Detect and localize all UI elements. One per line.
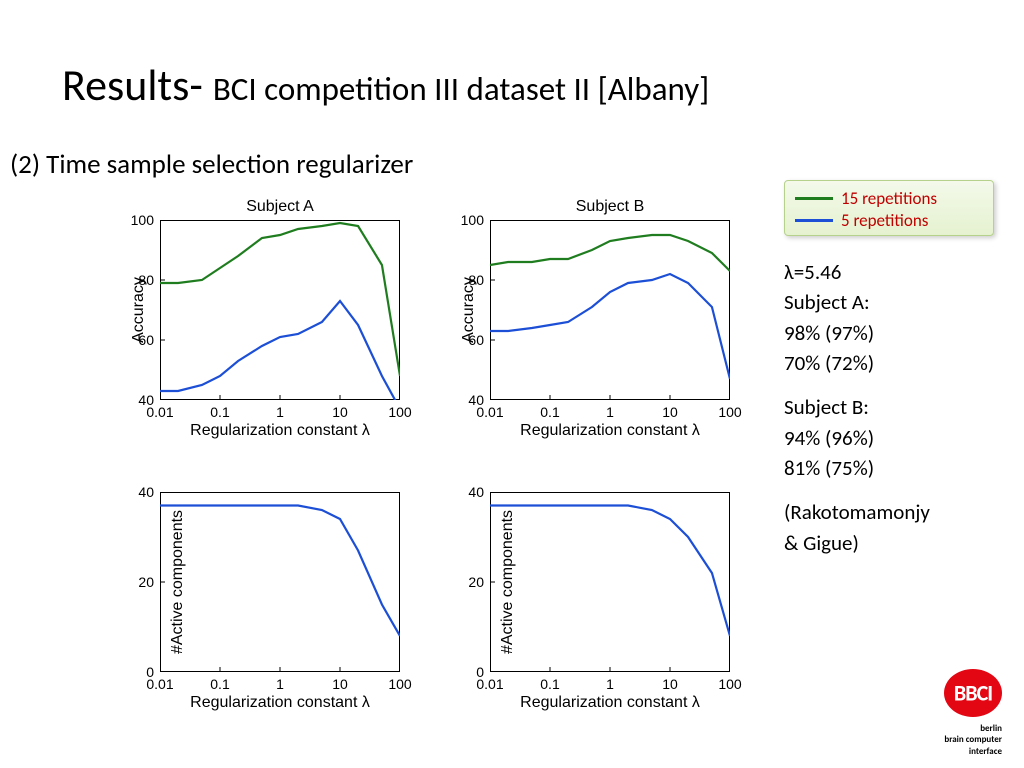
ylabel-active-b: #Active components <box>499 510 517 654</box>
logo-text: BBCI <box>954 679 992 706</box>
x-tick-label: 100 <box>388 676 411 692</box>
data-line <box>160 301 400 400</box>
data-line <box>490 235 730 271</box>
chart-title-b: Subject B <box>490 198 730 216</box>
legend-label-15: 15 repetitions <box>841 188 937 209</box>
x-tick-label: 0.1 <box>540 676 559 692</box>
reference-line2: & Gigue) <box>784 529 994 557</box>
legend-item-5: 5 repetitions <box>795 209 983 231</box>
reference-line1: (Rakotomamonjy <box>784 498 994 526</box>
xlabel-b1: Regularization constant λ <box>490 422 730 440</box>
subject-b-header: Subject B: <box>784 393 994 421</box>
y-tick-label: 40 <box>138 392 154 408</box>
x-tick-label: 100 <box>388 404 411 420</box>
y-tick-label: 40 <box>138 484 154 500</box>
ylabel-active-a: #Active components <box>169 510 187 654</box>
chart-subject-a-active: #Active components Regularization consta… <box>160 492 400 672</box>
subject-a-line1: 98% (97%) <box>784 319 994 347</box>
data-line <box>490 506 730 637</box>
y-tick-label: 100 <box>131 212 154 228</box>
y-tick-label: 60 <box>468 332 484 348</box>
legend: 15 repetitions 5 repetitions <box>784 180 994 236</box>
x-tick-label: 10 <box>662 404 678 420</box>
chart-svg <box>160 492 400 672</box>
subtitle: (2) Time sample selection regularizer <box>10 148 413 181</box>
logo-sub3: interface <box>944 747 1002 756</box>
x-tick-label: 10 <box>332 404 348 420</box>
title-main: Results- <box>62 58 213 112</box>
y-tick-label: 0 <box>476 664 484 680</box>
x-tick-label: 1 <box>276 404 284 420</box>
x-tick-label: 1 <box>606 676 614 692</box>
y-tick-label: 20 <box>138 574 154 590</box>
chart-subject-b-accuracy: Subject B Accuracy Regularization consta… <box>490 220 730 400</box>
xlabel-a1: Regularization constant λ <box>160 422 400 440</box>
y-tick-label: 40 <box>468 392 484 408</box>
logo-sub2: brain computer <box>944 735 1002 744</box>
y-tick-label: 80 <box>138 272 154 288</box>
subject-b-line2: 81% (75%) <box>784 454 994 482</box>
logo-sub1: berlin <box>944 724 1002 733</box>
xlabel-a2: Regularization constant λ <box>160 694 400 712</box>
legend-swatch-blue <box>795 219 833 222</box>
y-tick-label: 0 <box>146 664 154 680</box>
data-line <box>160 223 400 376</box>
chart-title-a: Subject A <box>160 198 400 216</box>
x-tick-label: 1 <box>606 404 614 420</box>
data-line <box>490 274 730 379</box>
bbci-logo: BBCI berlin brain computer interface <box>944 669 1002 756</box>
x-tick-label: 1 <box>276 676 284 692</box>
y-tick-label: 40 <box>468 484 484 500</box>
title-sub: BCI competition III dataset II [Albany] <box>213 69 709 109</box>
legend-item-15: 15 repetitions <box>795 187 983 209</box>
x-tick-label: 0.1 <box>210 676 229 692</box>
y-tick-label: 100 <box>461 212 484 228</box>
chart-svg <box>490 220 730 400</box>
chart-svg <box>490 492 730 672</box>
x-tick-label: 100 <box>718 676 741 692</box>
slide-title: Results- BCI competition III dataset II … <box>62 58 709 112</box>
y-tick-label: 60 <box>138 332 154 348</box>
chart-svg <box>160 220 400 400</box>
y-tick-label: 20 <box>468 574 484 590</box>
logo-circle-icon: BBCI <box>944 669 1002 717</box>
subject-a-line2: 70% (72%) <box>784 349 994 377</box>
xlabel-b2: Regularization constant λ <box>490 694 730 712</box>
data-line <box>160 506 400 637</box>
info-block: λ=5.46 Subject A: 98% (97%) 70% (72%) Su… <box>784 258 994 559</box>
legend-swatch-green <box>795 197 833 200</box>
charts-grid: Subject A Accuracy Regularization consta… <box>100 195 760 735</box>
x-tick-label: 0.1 <box>210 404 229 420</box>
legend-label-5: 5 repetitions <box>841 210 928 231</box>
subject-a-header: Subject A: <box>784 288 994 316</box>
x-tick-label: 10 <box>332 676 348 692</box>
x-tick-label: 100 <box>718 404 741 420</box>
chart-subject-b-active: #Active components Regularization consta… <box>490 492 730 672</box>
x-tick-label: 0.1 <box>540 404 559 420</box>
lambda-value: λ=5.46 <box>784 258 994 286</box>
y-tick-label: 80 <box>468 272 484 288</box>
chart-subject-a-accuracy: Subject A Accuracy Regularization consta… <box>160 220 400 400</box>
subject-b-line1: 94% (96%) <box>784 424 994 452</box>
x-tick-label: 10 <box>662 676 678 692</box>
